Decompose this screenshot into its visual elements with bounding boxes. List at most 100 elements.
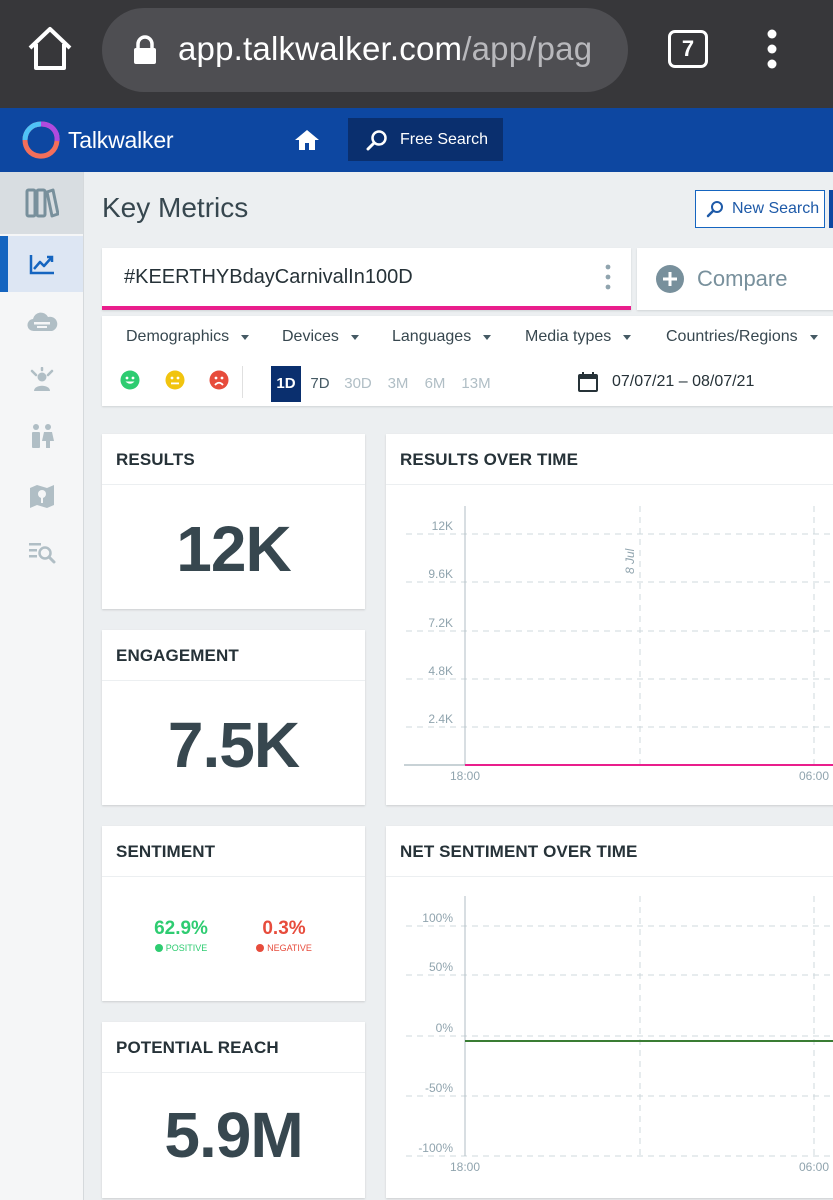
compare-label: Compare (697, 266, 788, 291)
browser-home-icon[interactable] (24, 20, 76, 76)
filter-panel: Demographics Devices Languages Media typ… (102, 316, 833, 406)
sidebar-item-cloud[interactable] (0, 294, 83, 350)
new-search-button[interactable]: New Search (695, 190, 825, 228)
lock-icon (130, 34, 160, 66)
add-circle-icon (656, 265, 684, 293)
x-tick-label: 06:00 (799, 769, 829, 783)
period-30d[interactable]: 30D (344, 375, 372, 392)
browser-toolbar: app.talkwalker.com/app/pag 7 (0, 0, 833, 108)
divider (102, 680, 365, 681)
positive-sentiment: 62.9% POSITIVE (146, 918, 216, 953)
neutral-sentiment-icon[interactable] (165, 370, 185, 390)
date-annotation: 8 Jul (623, 548, 637, 574)
query-tab[interactable]: #KEERTHYBdayCarnivalIn100D (102, 248, 631, 310)
sidebar-item-influencers[interactable] (0, 352, 83, 408)
negative-pct: 0.3% (262, 918, 306, 939)
filter-demographics[interactable]: Demographics (126, 328, 250, 346)
sidebar-item-search-list[interactable] (0, 524, 83, 580)
y-tick-label: 12K (432, 519, 453, 533)
search-icon (706, 201, 723, 218)
filter-devices[interactable]: Devices (282, 328, 359, 346)
y-tick-label: 9.6K (428, 567, 453, 581)
engagement-value: 7.5K (167, 709, 300, 781)
filter-label: Demographics (126, 328, 230, 345)
results-over-time-chart: 12K 9.6K 7.2K 4.8K 2.4K 18:00 06:00 8 Jul (404, 506, 833, 783)
period-13m[interactable]: 13M (461, 375, 491, 392)
card-title: ENGAGEMENT (116, 646, 239, 665)
period-6m[interactable]: 6M (424, 375, 446, 392)
y-tick-label: 50% (429, 960, 453, 974)
chart-title: RESULTS OVER TIME (400, 450, 579, 469)
y-tick-label: -50% (425, 1081, 453, 1095)
free-search-label: Free Search (400, 130, 489, 148)
date-range-picker[interactable]: 07/07/21 – 08/07/21 (578, 372, 754, 392)
cloud-icon (26, 312, 57, 332)
negative-label-row: NEGATIVE (246, 943, 322, 953)
y-tick-label: 0% (436, 1021, 454, 1035)
address-bar[interactable]: app.talkwalker.com/app/pag (102, 8, 628, 92)
chart-title: NET SENTIMENT OVER TIME (400, 842, 638, 861)
sidebar-item-analytics[interactable] (0, 236, 83, 292)
engagement-card: ENGAGEMENT 7.5K (102, 630, 365, 805)
logo-text: Talkwalker (68, 126, 174, 153)
results-value: 12K (176, 513, 291, 585)
card-title: SENTIMENT (116, 842, 216, 861)
filter-countries[interactable]: Countries/Regions (666, 328, 818, 346)
negative-sentiment: 0.3% NEGATIVE (246, 918, 322, 953)
sidebar-item-map[interactable] (0, 468, 83, 524)
y-tick-label: 4.8K (428, 664, 453, 678)
filter-label: Media types (525, 328, 612, 345)
query-options-icon[interactable] (605, 264, 611, 290)
divider (102, 484, 365, 485)
results-card: RESULTS 12K (102, 434, 365, 609)
free-search-button[interactable]: Free Search (348, 118, 503, 161)
divider (386, 484, 833, 485)
period-3m[interactable]: 3M (387, 375, 409, 392)
positive-label-row: POSITIVE (146, 943, 216, 953)
period-7d[interactable]: 7D (310, 375, 330, 392)
search-list-icon (28, 543, 55, 564)
positive-dot-icon (154, 944, 163, 952)
talkwalker-logo[interactable]: Talkwalker (22, 120, 174, 160)
x-tick-label: 18:00 (450, 769, 480, 783)
chevron-down-icon (623, 334, 632, 340)
edge-button[interactable] (829, 190, 833, 228)
divider (242, 366, 243, 398)
chevron-down-icon (350, 334, 359, 340)
period-1d[interactable]: 1D (271, 366, 301, 402)
chevron-down-icon (241, 334, 250, 340)
positive-sentiment-icon[interactable] (120, 370, 140, 390)
search-icon (366, 129, 387, 150)
x-tick-label: 06:00 (799, 1160, 829, 1174)
more-menu-icon[interactable] (760, 28, 784, 70)
demographics-icon (31, 424, 54, 448)
negative-dot-icon (256, 944, 265, 952)
y-tick-label: 2.4K (428, 712, 453, 726)
negative-sentiment-icon[interactable] (209, 370, 229, 390)
query-text: #KEERTHYBdayCarnivalIn100D (124, 266, 413, 288)
reach-value: 5.9M (164, 1099, 303, 1171)
chevron-down-icon (483, 334, 492, 340)
calendar-icon (578, 372, 598, 392)
negative-label: NEGATIVE (267, 943, 312, 953)
sidebar-item-library[interactable] (0, 172, 83, 234)
tab-switcher-button[interactable]: 7 (668, 30, 708, 68)
filter-languages[interactable]: Languages (392, 328, 492, 346)
card-title: RESULTS (116, 450, 195, 469)
positive-label: POSITIVE (165, 943, 208, 953)
app-header: Talkwalker Free Search (0, 108, 833, 172)
url-text: app.talkwalker.com/app/pag (178, 30, 593, 67)
compare-button[interactable]: Compare (637, 248, 833, 310)
net-sentiment-over-time-chart: 100% 50% 0% -50% -100% 18:00 06:00 (406, 896, 833, 1174)
filter-label: Devices (282, 328, 339, 345)
home-icon[interactable] (294, 128, 320, 152)
filter-label: Languages (392, 328, 472, 345)
filter-media-types[interactable]: Media types (525, 328, 632, 346)
influencer-icon (30, 367, 53, 391)
potential-reach-card: POTENTIAL REACH 5.9M (102, 1022, 365, 1198)
results-over-time-card: RESULTS OVER TIME 12K 9.6K 7.2K 4.8K 2.4K 18:… (386, 434, 833, 805)
sidebar-item-demographics[interactable] (0, 408, 83, 464)
library-icon (25, 188, 59, 218)
y-tick-label: -100% (418, 1141, 453, 1155)
page-title: Key Metrics (102, 192, 249, 223)
